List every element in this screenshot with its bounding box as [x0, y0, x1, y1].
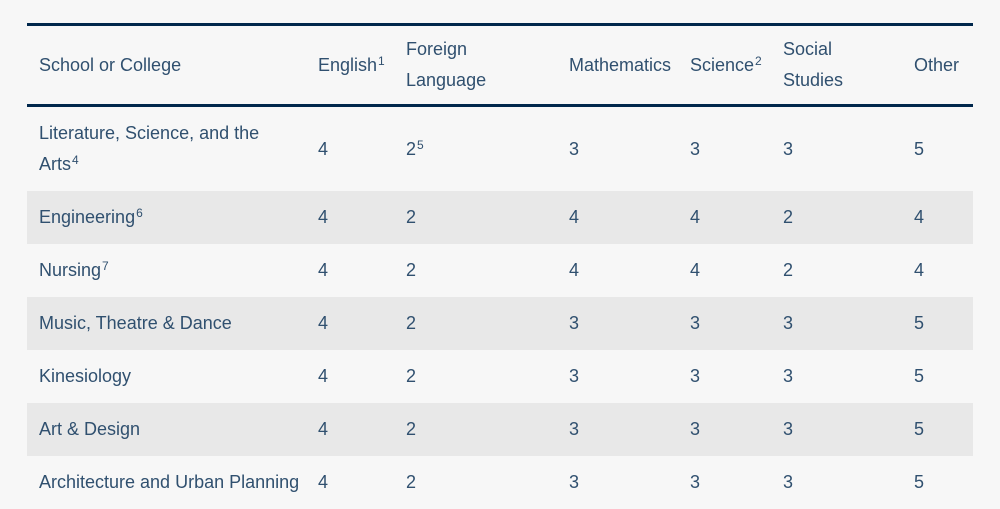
value-cell: 3 [557, 106, 678, 192]
value-cell: 4 [306, 456, 394, 509]
value-cell: 2 [394, 456, 557, 509]
value-cell: 2 [771, 191, 902, 244]
table-row-engineering: Engineering6 4 2 4 4 2 4 [27, 191, 973, 244]
value-cell: 25 [394, 106, 557, 192]
value-cell: 4 [902, 244, 973, 297]
value-cell: 2 [394, 191, 557, 244]
value-cell: 3 [771, 297, 902, 350]
value-cell: 3 [771, 456, 902, 509]
row-name-cell: Nursing7 [27, 244, 306, 297]
value-cell: 3 [771, 403, 902, 456]
table-row-nursing: Nursing7 4 2 4 4 2 4 [27, 244, 973, 297]
value-cell: 3 [771, 350, 902, 403]
table-row-kinesiology: Kinesiology 4 2 3 3 3 5 [27, 350, 973, 403]
value-cell: 4 [306, 297, 394, 350]
table-row-art-design: Art & Design 4 2 3 3 3 5 [27, 403, 973, 456]
value-cell: 5 [902, 350, 973, 403]
value-cell: 4 [306, 403, 394, 456]
table-row-architecture-urban-planning: Architecture and Urban Planning 4 2 3 3 … [27, 456, 973, 509]
value-cell: 4 [306, 191, 394, 244]
value-cell: 4 [678, 191, 771, 244]
value-cell: 3 [557, 403, 678, 456]
value-cell: 5 [902, 456, 973, 509]
header-school-or-college: School or College [27, 25, 306, 106]
value-cell: 4 [678, 244, 771, 297]
header-mathematics: Mathematics [557, 25, 678, 106]
value-cell: 3 [771, 106, 902, 192]
value-cell: 2 [394, 350, 557, 403]
value-cell: 4 [557, 191, 678, 244]
value-cell: 3 [678, 456, 771, 509]
table-row-music-theatre-dance: Music, Theatre & Dance 4 2 3 3 3 5 [27, 297, 973, 350]
value-cell: 5 [902, 106, 973, 192]
value-cell: 4 [306, 244, 394, 297]
header-other: Other [902, 25, 973, 106]
value-cell: 5 [902, 403, 973, 456]
value-cell: 3 [678, 106, 771, 192]
value-cell: 3 [557, 350, 678, 403]
header-english: English1 [306, 25, 394, 106]
value-cell: 5 [902, 297, 973, 350]
value-cell: 4 [306, 106, 394, 192]
value-cell: 2 [771, 244, 902, 297]
value-cell: 3 [678, 297, 771, 350]
row-name-cell: Music, Theatre & Dance [27, 297, 306, 350]
value-cell: 4 [557, 244, 678, 297]
value-cell: 4 [306, 350, 394, 403]
value-cell: 3 [678, 350, 771, 403]
row-name-cell: Kinesiology [27, 350, 306, 403]
row-name-cell: Architecture and Urban Planning [27, 456, 306, 509]
value-cell: 2 [394, 403, 557, 456]
row-name-cell: Engineering6 [27, 191, 306, 244]
value-cell: 2 [394, 297, 557, 350]
value-cell: 4 [902, 191, 973, 244]
header-science: Science2 [678, 25, 771, 106]
value-cell: 3 [557, 297, 678, 350]
value-cell: 3 [678, 403, 771, 456]
value-cell: 3 [557, 456, 678, 509]
value-cell: 2 [394, 244, 557, 297]
row-name-cell: Art & Design [27, 403, 306, 456]
